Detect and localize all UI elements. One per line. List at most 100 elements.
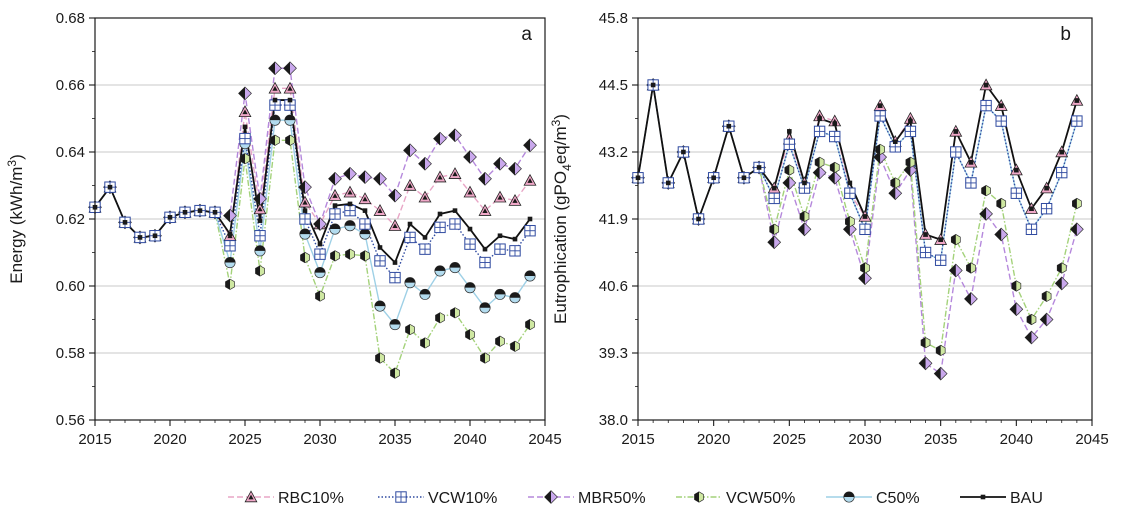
panel-b-point-vcw10pct (934, 254, 947, 266)
panel-b-point-bau-shape (802, 180, 807, 186)
panel-a-energy: 2015 2020 2025 2030 2035 2040 2045 0.56 0.58 0.60… (5, 10, 562, 448)
panel-a-point-rbc10pct-core (257, 206, 263, 212)
panel-b-y-tick-label: 40.6 (599, 278, 628, 295)
panel-a-point-bau-shape (527, 216, 533, 222)
panel-a-point-vcw50pct (330, 250, 340, 262)
panel-b-point-bau (741, 175, 747, 181)
panel-a-point-vcw50pct-half (450, 307, 455, 318)
panel-a-point-bau-shape (392, 260, 398, 265)
panel-b-point-vcw50pct-half (996, 198, 1002, 209)
panel-a-point-mbr50pct (403, 143, 417, 158)
panel-b-point-bau (847, 180, 853, 186)
panel-a-point-vcw50pct-half (510, 341, 515, 352)
panel-a-point-rbc10pct-core (242, 109, 248, 115)
panel-b-point-bau (983, 82, 989, 88)
panel-b-point-vcw10pct (1056, 166, 1068, 179)
panel-b-point-mbr50pct (1054, 276, 1069, 291)
panel-b-point-vcw50pct (814, 156, 825, 168)
panel-a-point-bau-shape (377, 245, 383, 250)
panel-a-series-rbc10pct (94, 87, 531, 239)
panel-b-point-bau-shape (832, 121, 838, 126)
panel-b-point-vcw50pct-half (875, 144, 881, 155)
panel-b-point-vcw10pct (829, 130, 841, 143)
panel-b-point-vcw10pct (950, 146, 962, 158)
panel-a-point-bau-shape (482, 246, 488, 252)
panel-b-point-vcw50pct-half (1042, 291, 1047, 302)
panel-a-point-vcw10pct (239, 132, 251, 145)
panel-a-point-vcw50pct (510, 340, 520, 352)
panel-a-point-c50pct-half (374, 300, 386, 307)
panel-a-point-rbc10pct (343, 185, 357, 198)
panel-a-point-vcw50pct-half (465, 329, 470, 340)
panel-b-point-vcw50pct (784, 164, 795, 176)
panel-b-point-vcw10pct (783, 138, 796, 150)
panel-b-x-tick-label: 2035 (924, 431, 957, 448)
panel-a-point-vcw50pct (225, 278, 235, 290)
axis-title-part: Eutrophication (gPO (551, 171, 570, 324)
panel-a-point-bau-shape (497, 233, 503, 239)
panel-b-point-mbr50pct (1024, 330, 1039, 345)
panel-b-point-mbr50pct (1009, 302, 1024, 317)
panel-a-point-c50pct (494, 288, 506, 300)
panel-b-point-bau (862, 214, 868, 219)
panel-b-point-vcw50pct (1011, 280, 1022, 292)
panel-b-y-tick-label: 43.2 (599, 144, 628, 161)
panel-a-x-tick-label: 2040 (453, 431, 486, 448)
panel-b-point-bau (650, 82, 656, 88)
panel-a-point-c50pct-half (329, 223, 341, 230)
panel-a-point-vcw50pct (525, 318, 535, 331)
legend-marker (980, 494, 986, 500)
legend-item-vcw10pct: VCW10% (378, 490, 497, 507)
panel-b-point-vcw10pct (1040, 202, 1053, 215)
panel-b-point-bau-shape (862, 214, 868, 219)
panel-b-point-vcw10pct (904, 125, 917, 138)
legend-marker (395, 491, 407, 503)
panel-a-point-rbc10pct (448, 167, 462, 179)
panel-b-series-vcw50pct (637, 84, 1078, 352)
panel-b-point-vcw50pct-half (966, 262, 971, 274)
legend-marker-half (544, 490, 551, 504)
panel-b-point-bau (711, 175, 716, 181)
panel-b-point-mbr50pct (812, 165, 827, 180)
panel-b-point-bau (953, 129, 959, 134)
panel-a-point-vcw50pct (255, 265, 265, 277)
legend: RBC10% VCW10% MBR50% VCW50% C50% BAU (228, 490, 1043, 507)
panel-a-point-vcw50pct (405, 323, 415, 336)
panel-b-y-tick-label: 45.8 (599, 10, 628, 27)
panel-a-point-rbc10pct-core (272, 86, 278, 91)
panel-b-point-vcw50pct-half (784, 164, 790, 176)
panel-a-point-vcw10pct (464, 238, 476, 250)
panel-a-point-rbc10pct (433, 170, 447, 183)
panel-b-point-vcw50pct (920, 337, 931, 349)
panel-a-point-vcw50pct-half (360, 250, 365, 262)
panel-b-point-mbr50pct-half (934, 367, 941, 381)
legend-marker (544, 490, 558, 504)
legend-marker (244, 490, 258, 503)
panel-a-point-rbc10pct (268, 81, 282, 94)
panel-a-point-mbr50pct (388, 188, 402, 203)
panel-b-point-bau-shape (741, 175, 747, 181)
panel-a-point-bau (272, 97, 278, 103)
panel-b-point-bau (923, 232, 928, 237)
panel-b-point-bau-shape (983, 82, 989, 88)
panel-a-point-mbr50pct-half (418, 157, 425, 171)
panel-a-point-mbr50pct-half (493, 157, 500, 171)
panel-b-point-bau (998, 103, 1004, 108)
panel-b-point-bau-shape (968, 160, 974, 165)
panel-a-point-rbc10pct (298, 195, 312, 208)
panel-b-point-mbr50pct (933, 366, 948, 381)
panel-b-point-vcw10pct (844, 187, 856, 199)
panel-a-y-tick-label: 0.66 (56, 77, 85, 94)
panel-a-point-mbr50pct-half (403, 143, 410, 157)
panel-a-point-bau-shape (437, 211, 443, 217)
panel-a-point-mbr50pct (268, 61, 282, 76)
panel-a-point-rbc10pct-core (287, 86, 293, 91)
panel-a-point-c50pct-half (404, 277, 416, 283)
panel-a-point-vcw50pct-half (255, 265, 260, 277)
panel-b-point-bau-shape (998, 103, 1004, 108)
panel-a-point-rbc10pct-core (332, 193, 338, 198)
panel-b-point-vcw10pct (919, 246, 932, 259)
panel-b-point-vcw10pct (874, 110, 886, 122)
panel-a-point-rbc10pct-core (437, 174, 443, 180)
